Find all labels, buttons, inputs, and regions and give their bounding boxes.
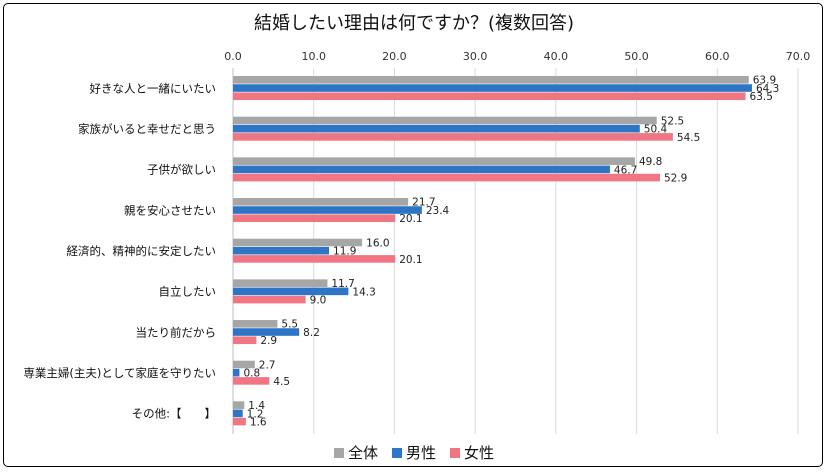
bar-女性 [233, 417, 246, 426]
bar-男性 [233, 409, 243, 418]
legend: 全体 男性 女性 [0, 442, 828, 463]
category-label: 当たり前だから [136, 325, 217, 339]
bar-全体 [233, 320, 278, 328]
data-label: 11.9 [333, 246, 356, 258]
bar-男性 [233, 84, 752, 92]
bar-男性 [233, 287, 349, 296]
data-label: 8.2 [303, 327, 320, 339]
data-label: 21.7 [412, 197, 435, 209]
bar-全体 [233, 198, 409, 206]
data-label: 23.4 [426, 205, 450, 217]
legend-item: 男性 [391, 442, 436, 463]
x-tick-label: 10.0 [301, 50, 326, 63]
data-label: 20.1 [399, 213, 422, 225]
bar-全体 [233, 157, 635, 165]
bar-全体 [233, 360, 255, 369]
category-label: 家族がいると幸せだと思う [78, 122, 216, 136]
data-label: 20.1 [399, 254, 422, 266]
data-label: 16.0 [366, 237, 389, 249]
bar-男性 [233, 246, 330, 255]
x-tick-label: 30.0 [463, 50, 488, 63]
data-label: 2.7 [259, 359, 276, 371]
bar-女性 [233, 92, 746, 101]
x-tick-label: 60.0 [705, 50, 730, 63]
bar-男性 [233, 124, 640, 133]
data-label: 52.9 [664, 172, 687, 184]
category-label: 専業主婦(主夫)として家庭を守りたい [23, 366, 216, 380]
legend-swatch [391, 447, 402, 458]
bar-女性 [233, 133, 673, 141]
bar-全体 [233, 238, 363, 247]
category-label: 親を安心させたい [124, 203, 216, 217]
legend-swatch [333, 447, 344, 458]
legend-label: 女性 [464, 444, 495, 462]
data-label: 5.5 [281, 319, 298, 331]
data-label: 63.5 [750, 91, 773, 103]
data-label: 50.4 [644, 124, 668, 136]
legend-item: 女性 [450, 442, 494, 463]
bar-女性 [233, 377, 270, 385]
category-label: 経済的、精神的に安定したい [67, 244, 217, 258]
legend-swatch [450, 447, 460, 458]
category-label: 自立したい [159, 285, 217, 299]
legend-label: 全体 [347, 444, 378, 462]
data-label: 9.0 [310, 294, 327, 306]
bar-女性 [233, 214, 396, 223]
data-label: 1.6 [250, 416, 267, 428]
bar-女性 [233, 336, 257, 345]
x-tick-label: 20.0 [382, 50, 407, 63]
data-label: 54.5 [677, 132, 700, 144]
data-label: 4.5 [273, 376, 290, 388]
bar-男性 [233, 368, 240, 377]
data-label: 49.8 [639, 156, 662, 168]
data-label: 14.3 [352, 286, 375, 298]
bar-女性 [233, 295, 306, 304]
legend-label: 男性 [405, 444, 436, 462]
data-label: 2.9 [260, 335, 277, 347]
category-label: 子供が欲しい [147, 163, 216, 177]
bar-女性 [233, 255, 396, 263]
category-label: その他:【 】 [132, 407, 216, 421]
x-tick-label: 0.0 [224, 50, 242, 63]
data-label: 0.8 [243, 368, 260, 380]
bar-女性 [233, 173, 660, 182]
data-label: 1.2 [247, 408, 264, 420]
legend-item: 全体 [333, 442, 378, 463]
data-label: 64.3 [756, 83, 779, 95]
data-label: 52.5 [661, 115, 684, 127]
bar-男性 [233, 328, 300, 336]
category-label: 好きな人と一緒にいたい [90, 81, 217, 95]
bar-全体 [233, 116, 657, 125]
data-label: 46.7 [614, 164, 637, 176]
bar-全体 [233, 401, 245, 409]
x-tick-label: 70.0 [786, 50, 811, 63]
bar-男性 [233, 165, 610, 174]
chart-title: 結婚したい理由は何ですか？(複数回答) [253, 13, 575, 34]
bar-全体 [233, 76, 749, 84]
data-label: 63.9 [753, 75, 776, 87]
x-tick-label: 40.0 [544, 50, 569, 63]
data-label: 11.7 [331, 278, 354, 290]
data-label: 1.4 [248, 400, 265, 412]
x-tick-label: 50.0 [624, 50, 649, 63]
bar-男性 [233, 206, 422, 214]
bar-全体 [233, 279, 328, 287]
